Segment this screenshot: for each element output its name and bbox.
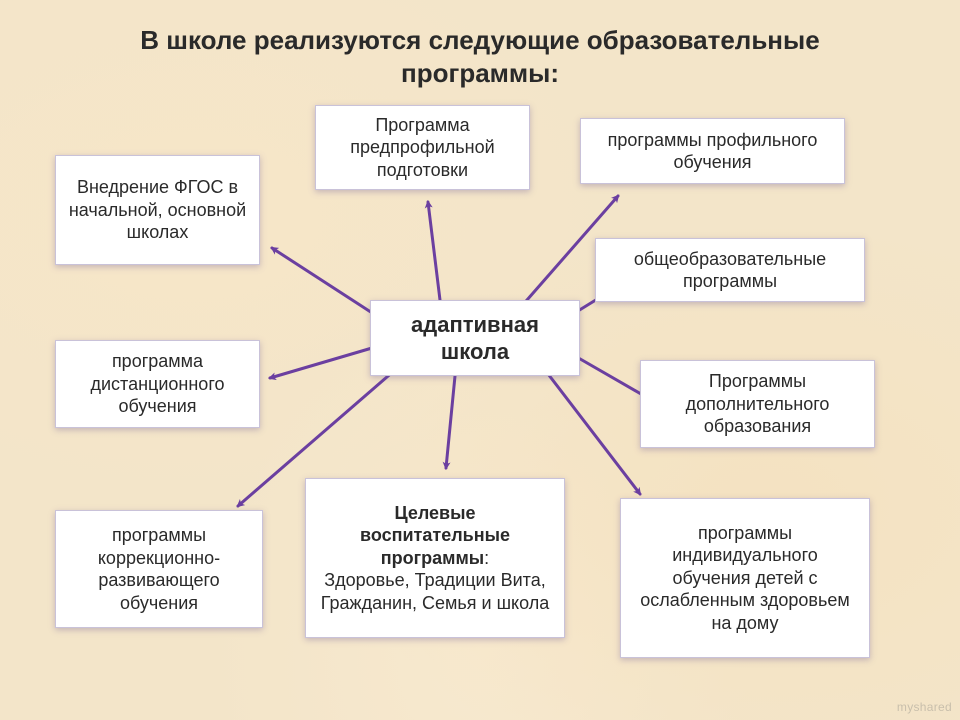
arrow-to-n5 xyxy=(575,356,648,398)
node-n9-label: программа дистанционного обучения xyxy=(68,350,247,418)
node-n7-label: программы индивидуального обучения детей… xyxy=(633,522,857,635)
node-n4: общеобразовательные программы xyxy=(595,238,865,302)
node-n1: Внедрение ФГОС в начальной, основной шко… xyxy=(55,155,260,265)
arrow-to-n6 xyxy=(446,376,455,468)
node-n6: Целевые воспитательные программы:Здоровь… xyxy=(305,478,565,638)
node-n5-label: Программы дополнительного образования xyxy=(653,370,862,438)
node-n7: программы индивидуального обучения детей… xyxy=(620,498,870,658)
node-n9: программа дистанционного обучения xyxy=(55,340,260,428)
node-n2-label: Программа предпрофильной подготовки xyxy=(328,114,517,182)
node-n5: Программы дополнительного образования xyxy=(640,360,875,448)
watermark: myshared xyxy=(897,700,952,714)
node-n6-label-bold: Целевые воспитательные программы xyxy=(360,503,510,568)
arrow-to-n9 xyxy=(270,348,372,378)
node-n8: программы коррекционно-развивающего обуч… xyxy=(55,510,263,628)
slide-title: В школе реализуются следующие образовате… xyxy=(60,24,900,89)
node-n3: программы профильного обучения xyxy=(580,118,845,184)
node-n1-label: Внедрение ФГОС в начальной, основной шко… xyxy=(68,176,247,244)
arrow-to-n7 xyxy=(545,370,640,494)
arrow-to-n1 xyxy=(272,248,380,318)
arrow-to-n2 xyxy=(428,202,440,300)
node-n2: Программа предпрофильной подготовки xyxy=(315,105,530,190)
center-node: адаптивная школа xyxy=(370,300,580,376)
node-n3-label: программы профильного обучения xyxy=(593,129,832,174)
node-n6-label-rest: Здоровье, Традиции Вита, Гражданин, Семь… xyxy=(321,570,549,613)
node-n4-label: общеобразовательные программы xyxy=(608,248,852,293)
node-n8-label: программы коррекционно-развивающего обуч… xyxy=(68,524,250,614)
slide-canvas: В школе реализуются следующие образовате… xyxy=(0,0,960,720)
